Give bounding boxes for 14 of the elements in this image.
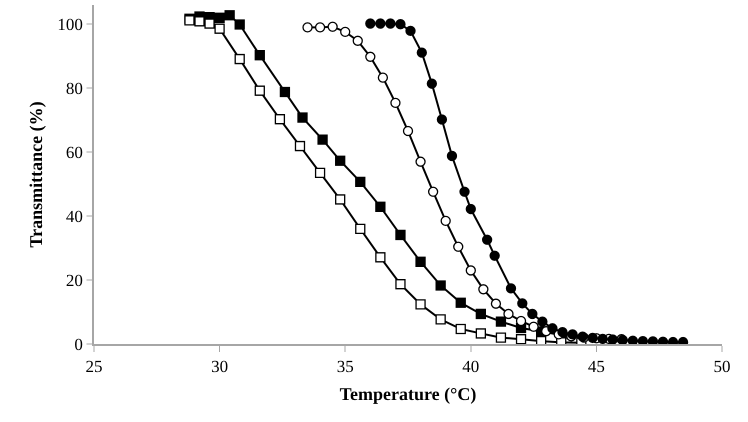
y-tick-label: 0	[74, 334, 83, 354]
x-tick-label: 25	[86, 357, 102, 376]
y-tick-label: 40	[66, 207, 83, 226]
x-axis-title: Temperature (°C)	[340, 384, 476, 404]
y-tick-label: 100	[57, 15, 83, 34]
y-tick-label: 60	[66, 143, 83, 162]
x-tick-label: 45	[588, 357, 605, 376]
y-axis-title: Transmittance (%)	[26, 101, 46, 248]
x-tick-label: 40	[462, 357, 480, 376]
y-tick-label: 20	[66, 270, 83, 290]
y-tick-label: 80	[66, 79, 83, 98]
x-tick-label: 35	[336, 357, 354, 376]
x-tick-label: 50	[714, 357, 730, 376]
x-tick-label: 30	[211, 357, 228, 376]
